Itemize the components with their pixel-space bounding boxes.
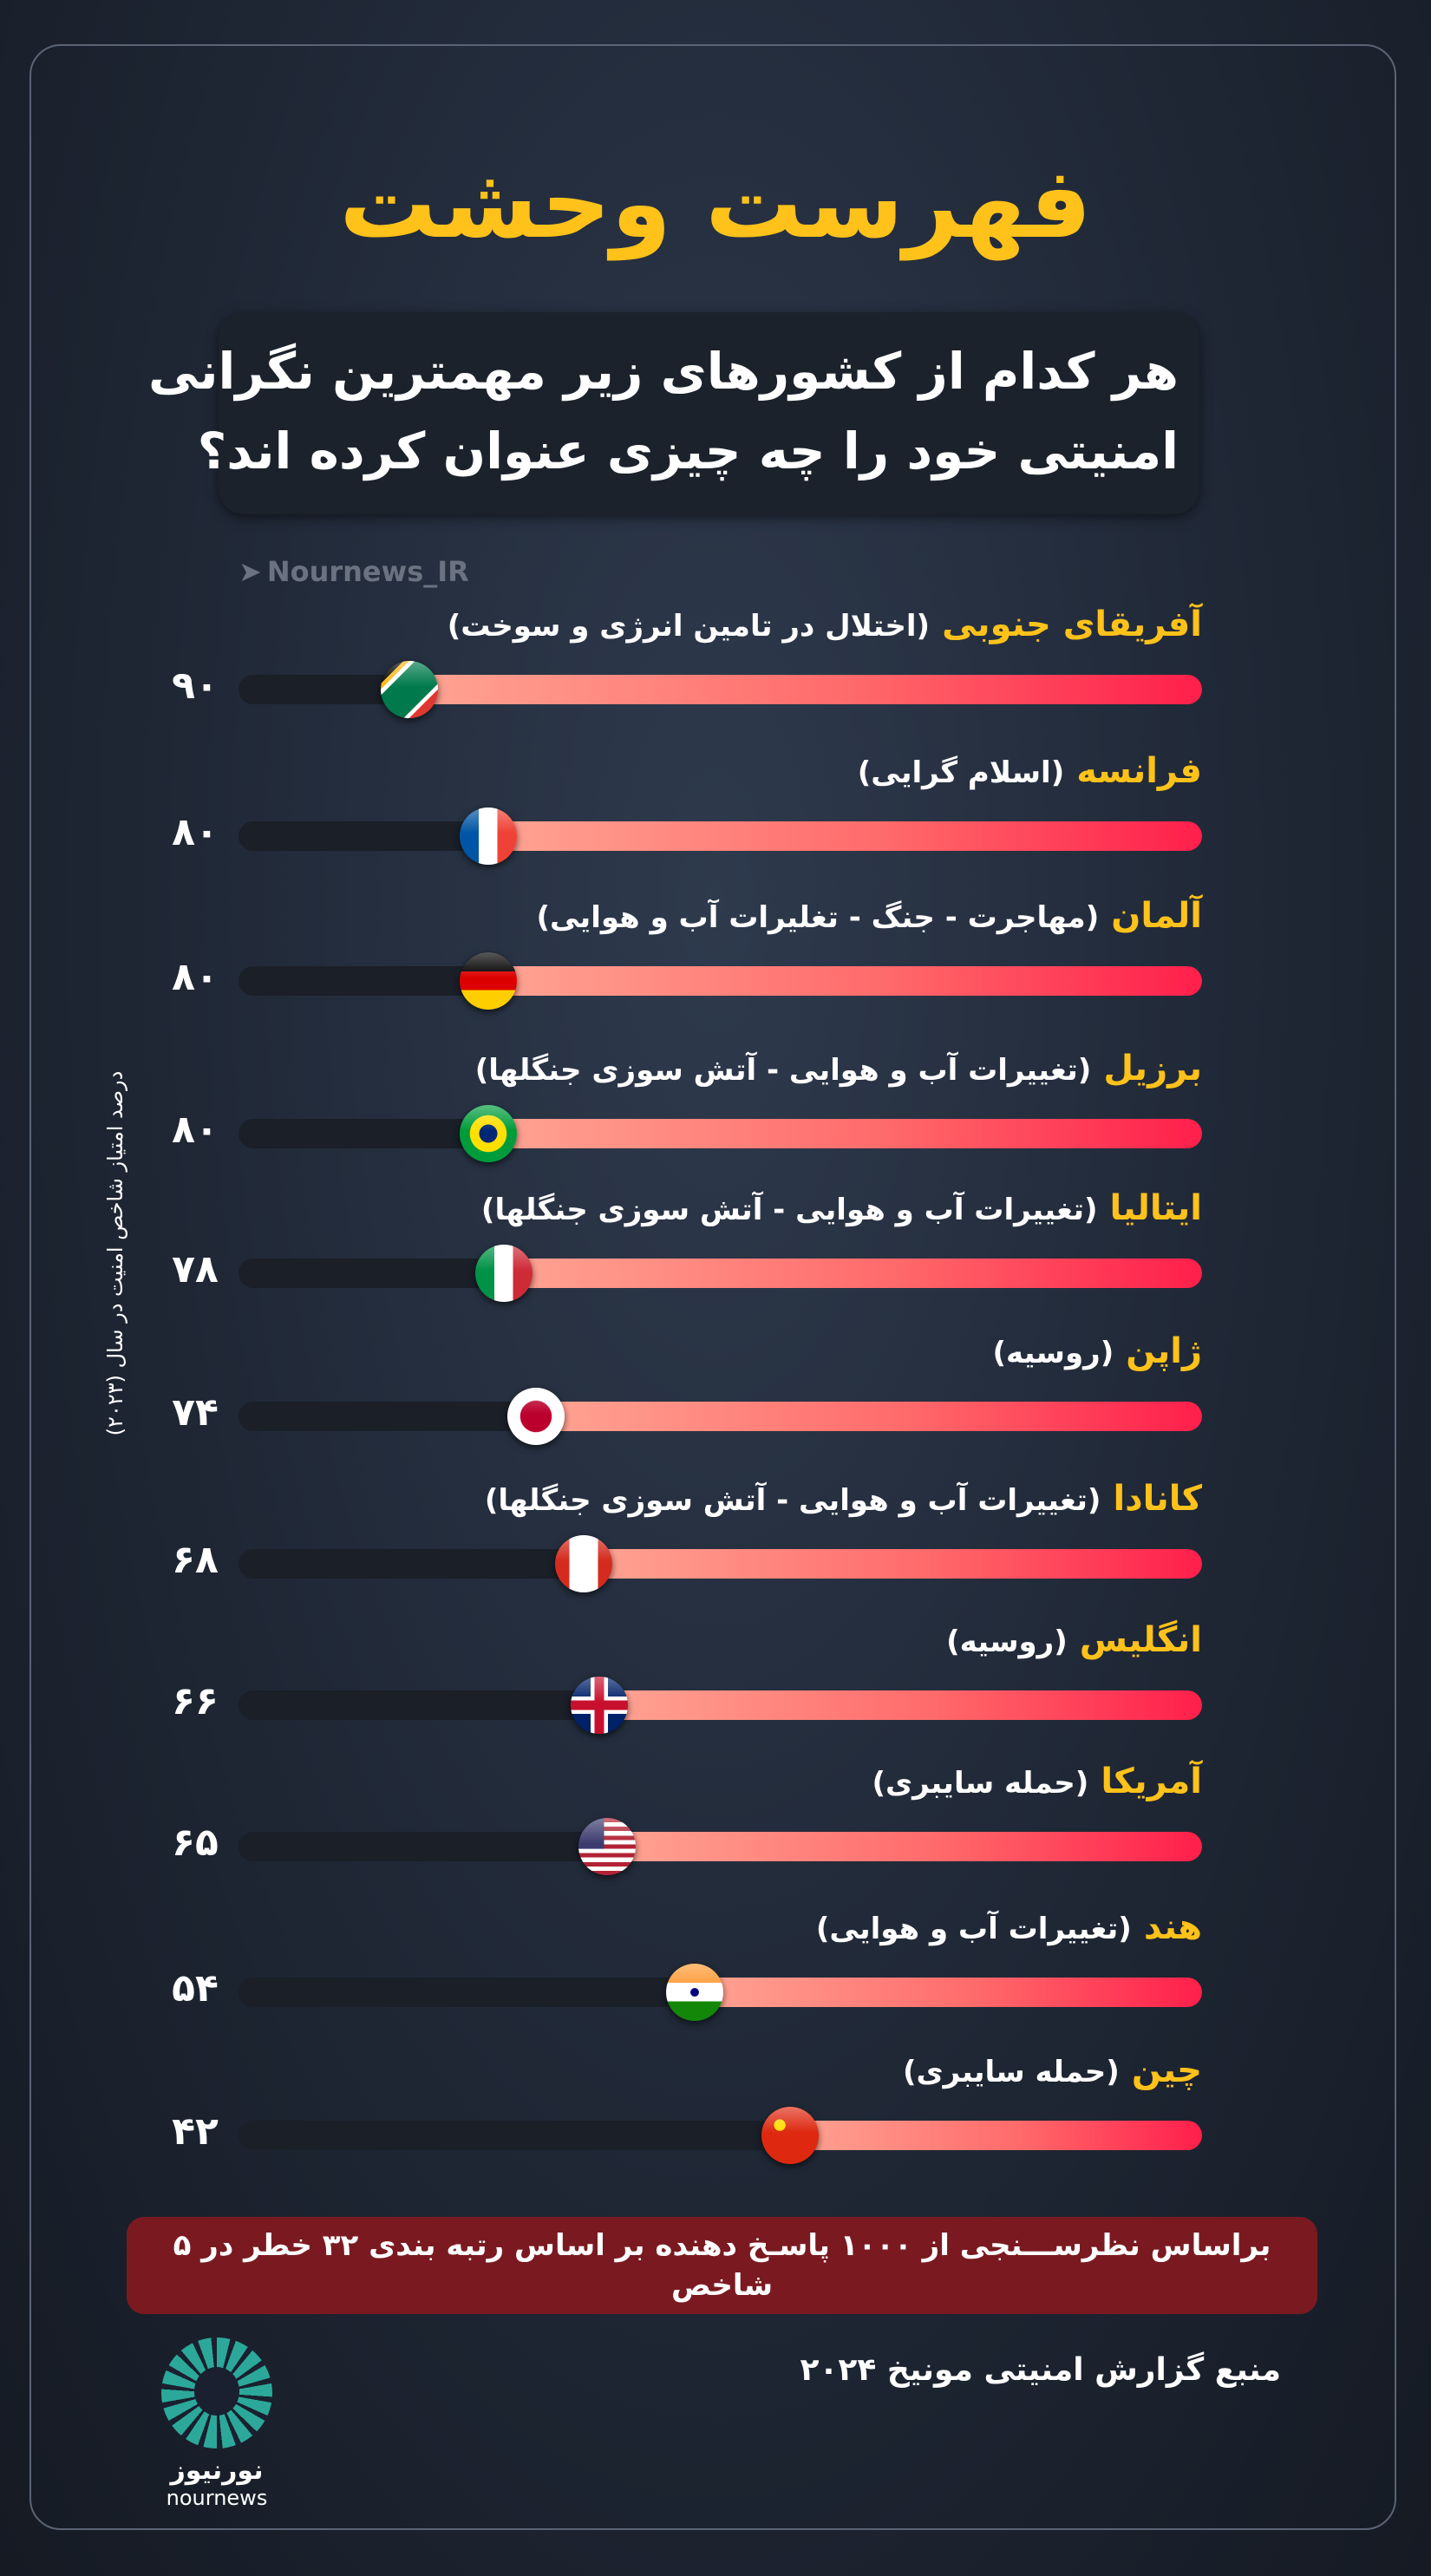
row-label: برزیل (تغییرات آب و هوایی - آتش سوزی جنگل… (475, 1049, 1202, 1089)
bar (535, 1402, 1202, 1431)
flag-italy-icon (475, 1245, 533, 1302)
concern: (روسیه) (992, 1336, 1114, 1370)
footnote: براساس نظرســـنجی از ۱۰۰۰ پاسـخ دهنده بر… (127, 2217, 1317, 2314)
bar (488, 1119, 1202, 1148)
country-name: فرانسه (1076, 751, 1202, 791)
concern: (روسیه) (946, 1625, 1068, 1659)
country-name: ژاپن (1126, 1331, 1202, 1371)
subtitle-box: هر کدام از کشورهای زیر مهمترین نگرانی ام… (148, 312, 1199, 514)
flag-germany-icon (460, 952, 518, 1010)
country-name: آمریکا (1101, 1762, 1202, 1801)
concern: (تغییرات آب و هوایی - آتش سوزی جنگلها) (484, 1483, 1101, 1518)
row-label: ژاپن (روسیه) (993, 1331, 1202, 1371)
flag-japan-icon (506, 1388, 565, 1445)
flag-uk-icon (571, 1677, 629, 1734)
bar (607, 1832, 1202, 1861)
flag-canada-icon (554, 1535, 612, 1592)
subtitle-line: امنیتی خود را چه چیزی عنوان کرده اند؟ (197, 422, 1179, 481)
source: منبع گزارش امنیتی مونیخ ۲۰۲۴ (800, 2352, 1281, 2388)
bar (599, 1690, 1202, 1720)
value-label: ۷۴ (172, 1390, 219, 1435)
value-label: ۹۰ (172, 664, 219, 708)
value-label: ۴۲ (172, 2109, 219, 2154)
concern: (مهاجرت - جنگ - تغلیرات آب و هوایی) (536, 900, 1100, 935)
logo-icon (161, 2337, 272, 2449)
flag-india-icon (665, 1964, 723, 2021)
concern: (حمله سایبری) (902, 2055, 1120, 2089)
row-label: انگلیس (روسیه) (946, 1620, 1202, 1660)
flag-france-icon (460, 807, 518, 865)
bar (789, 2121, 1202, 2150)
row-label: ایتالیا (تغییرات آب و هوایی - آتش سوزی جن… (481, 1188, 1202, 1228)
country-name: هند (1143, 1907, 1202, 1947)
flag-china-icon (761, 2107, 819, 2164)
value-label: ۶۵ (172, 1821, 219, 1865)
bar (408, 675, 1202, 704)
subtitle-line: هر کدام از کشورهای زیر مهمترین نگرانی (148, 342, 1179, 401)
page-title: فهرست وحشت (339, 147, 1092, 260)
concern: (تغییرات آب و هوایی) (815, 1912, 1132, 1946)
value-label: ۶۸ (172, 1538, 219, 1582)
row-label: کانادا (تغییرات آب و هوایی - آتش سوزی جنگ… (485, 1479, 1202, 1519)
country-name: آلمان (1111, 896, 1202, 936)
country-name: انگلیس (1079, 1620, 1202, 1660)
country-name: چین (1131, 2050, 1202, 2090)
row-label: چین (حمله سایبری) (903, 2050, 1202, 2090)
axis-label: درصد امتیاز شاخص امنیت در سال (۲۰۲۳) (103, 1070, 127, 1436)
telegram-icon: ➤ (238, 555, 262, 588)
concern: (اسلام گرایی) (857, 755, 1065, 790)
country-name: کانادا (1113, 1479, 1202, 1519)
bar (694, 1978, 1202, 2007)
flag-usa-icon (578, 1818, 637, 1875)
concern: (تغییرات آب و هوایی - آتش سوزی جنگلها) (474, 1053, 1092, 1088)
row-label: فرانسه (اسلام گرایی) (858, 751, 1202, 791)
flag-brazil-icon (460, 1105, 518, 1162)
flag-south-africa-icon (380, 661, 438, 718)
bar (583, 1549, 1202, 1579)
bar (504, 1259, 1202, 1288)
row-label: آفریقای جنوبی (اختلال در تامین انرژی و سو… (448, 605, 1202, 644)
country-name: برزیل (1103, 1049, 1202, 1089)
nournews-logo: نورنیوز nournews (156, 2337, 278, 2510)
concern: (اختلال در تامین انرژی و سوخت) (447, 609, 931, 644)
row-label: آمریکا (حمله سایبری) (872, 1762, 1202, 1801)
value-label: ۸۰ (172, 955, 219, 999)
watermark: ➤ Nournews_IR (238, 555, 469, 588)
value-label: ۸۰ (172, 1108, 219, 1152)
concern: (تغییرات آب و هوایی - آتش سوزی جنگلها) (480, 1193, 1098, 1227)
country-name: ایتالیا (1109, 1188, 1202, 1228)
row-label: آلمان (مهاجرت - جنگ - تغلیرات آب و هوایی) (536, 896, 1202, 936)
country-name: آفریقای جنوبی (942, 605, 1202, 644)
value-label: ۷۸ (172, 1247, 219, 1291)
value-label: ۵۴ (172, 1966, 219, 2010)
frame (29, 44, 1396, 2530)
value-label: ۶۶ (172, 1679, 219, 1723)
row-label: هند (تغییرات آب و هوایی) (816, 1907, 1202, 1947)
bar (488, 821, 1202, 851)
value-label: ۸۰ (172, 810, 219, 854)
concern: (حمله سایبری) (872, 1766, 1089, 1801)
bar (488, 966, 1202, 996)
